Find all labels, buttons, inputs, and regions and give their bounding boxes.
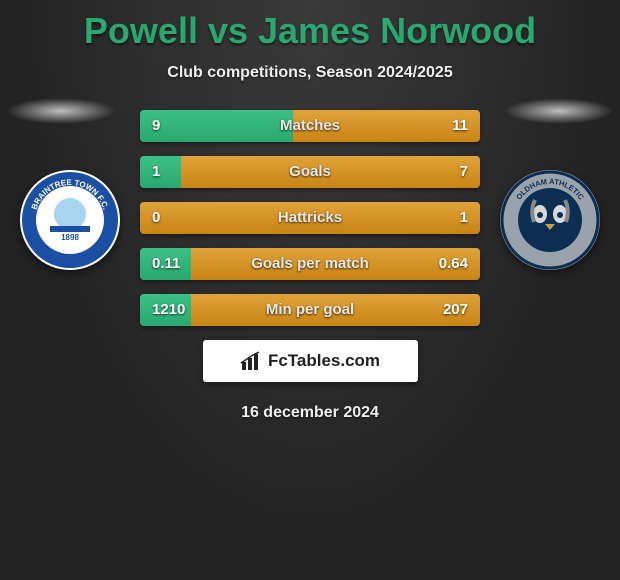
stat-row: 17Goals <box>140 156 480 188</box>
stat-label: Goals <box>140 156 480 188</box>
bar-chart-icon <box>240 350 262 372</box>
brand-text: FcTables.com <box>268 351 380 371</box>
stat-label: Matches <box>140 110 480 142</box>
brand-badge[interactable]: FcTables.com <box>203 340 418 382</box>
team-badge-right: OLDHAM ATHLETIC <box>500 170 600 270</box>
stat-label: Goals per match <box>140 248 480 280</box>
comparison-title: Powell vs James Norwood <box>0 0 620 52</box>
team-crest-left-icon: 1898 BRAINTREE TOWN F.C. THE IRON <box>20 170 120 270</box>
comparison-subtitle: Club competitions, Season 2024/2025 <box>0 64 620 82</box>
stats-table: 911Matches 17Goals 01Hattricks 0.110.64Goal… <box>140 110 480 326</box>
badge-glow-right <box>504 98 614 124</box>
team-crest-right-icon: OLDHAM ATHLETIC <box>500 170 600 270</box>
stat-row: 1210207Min per goal <box>140 294 480 326</box>
stat-label: Hattricks <box>140 202 480 234</box>
comparison-body: 1898 BRAINTREE TOWN F.C. THE IRON OLDHAM… <box>0 110 620 422</box>
stat-row: 0.110.64Goals per match <box>140 248 480 280</box>
snapshot-date: 16 december 2024 <box>0 404 620 422</box>
team-badge-left: 1898 BRAINTREE TOWN F.C. THE IRON <box>20 170 120 270</box>
stat-label: Min per goal <box>140 294 480 326</box>
badge-glow-left <box>6 98 116 124</box>
stat-row: 01Hattricks <box>140 202 480 234</box>
stat-row: 911Matches <box>140 110 480 142</box>
